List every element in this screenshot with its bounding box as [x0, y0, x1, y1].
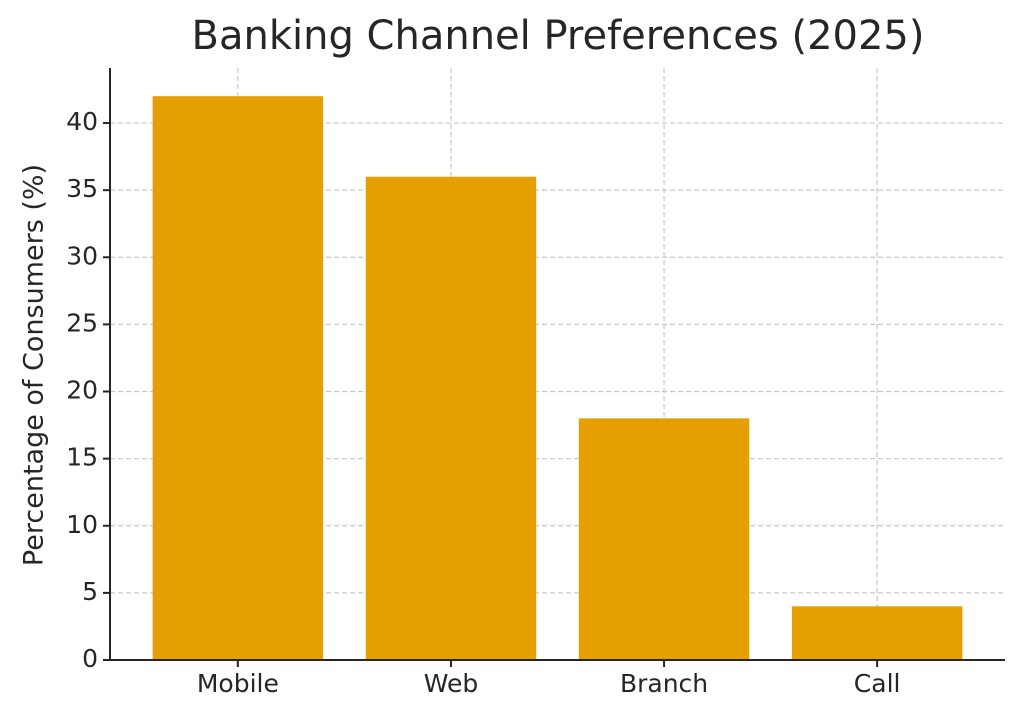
y-tick-label: 10 [66, 510, 98, 539]
y-tick-label: 0 [82, 644, 98, 673]
x-tick-label: Mobile [197, 669, 279, 698]
y-tick-label: 30 [66, 241, 98, 270]
x-tick-label: Branch [620, 669, 708, 698]
y-tick-label: 35 [66, 174, 98, 203]
y-axis-label: Percentage of Consumers (%) [19, 164, 50, 566]
chart-title: Banking Channel Preferences (2025) [192, 13, 925, 59]
bar [578, 418, 750, 660]
y-tick-label: 5 [82, 577, 98, 606]
y-tick-label: 20 [66, 376, 98, 405]
bar [152, 96, 324, 660]
y-tick-label: 40 [66, 107, 98, 136]
bar [791, 606, 963, 660]
bar [365, 176, 537, 661]
x-tick-label: Web [424, 669, 479, 698]
y-tick-label: 25 [66, 308, 98, 337]
x-tick-label: Call [854, 669, 901, 698]
y-tick-label: 15 [66, 443, 98, 472]
